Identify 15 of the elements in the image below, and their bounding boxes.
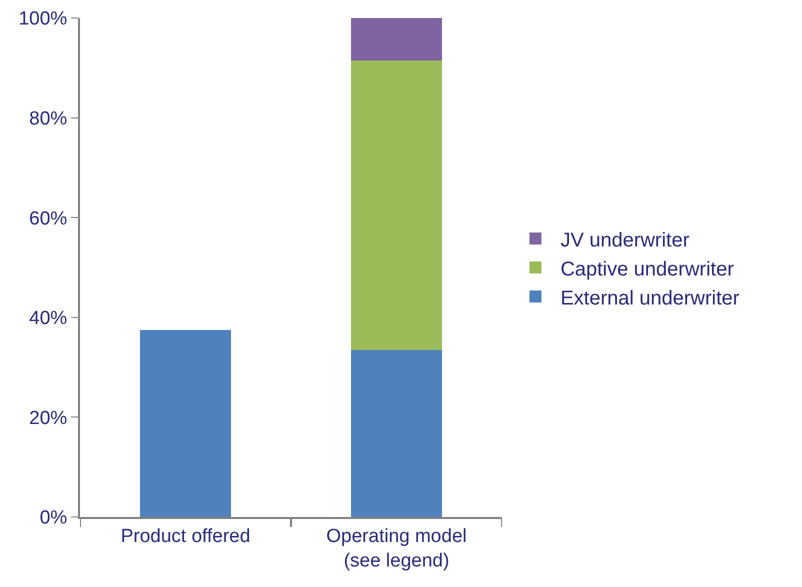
- legend-label: External underwriter: [560, 287, 740, 310]
- legend-label: Captive underwriter: [560, 258, 734, 280]
- bar: [351, 350, 442, 517]
- legend-label: JV underwriter: [560, 229, 690, 252]
- x-tick-label: Product offered: [120, 526, 250, 547]
- y-tick-label: 60%: [29, 208, 68, 230]
- y-tick-label: 20%: [29, 408, 68, 429]
- y-tick-label: 0%: [40, 508, 68, 529]
- x-tick-label: Operating model (see legend): [326, 526, 467, 572]
- bar: [351, 18, 442, 60]
- y-tick-label: 40%: [29, 308, 68, 330]
- y-tick-label: 80%: [29, 108, 68, 130]
- y-tick-label: 100%: [18, 8, 68, 30]
- bar: [351, 60, 442, 350]
- bar: [140, 330, 231, 517]
